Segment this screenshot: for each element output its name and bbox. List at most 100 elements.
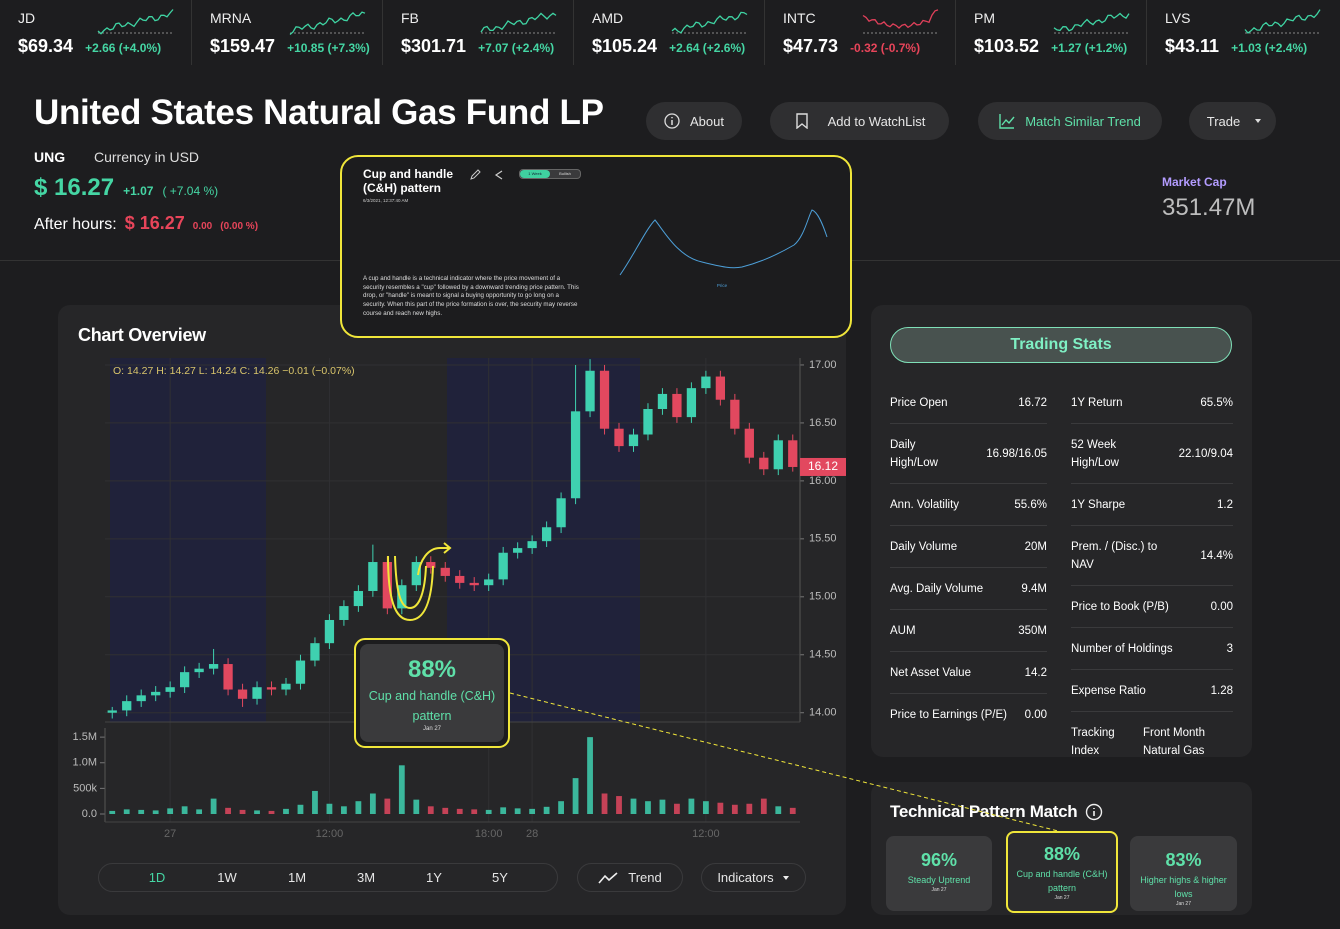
popup-toggle[interactable]: 1 Week Bullish	[519, 169, 581, 179]
ticker-quote: $43.11 +1.03 (+2.4%)	[1165, 36, 1307, 57]
stat-label: Number of Holdings	[1071, 643, 1173, 655]
share-icon[interactable]	[494, 170, 503, 180]
candle-body	[585, 370, 595, 412]
stat-row: Tracking Index Front Month Natural Gas	[1071, 712, 1233, 757]
ticker-item[interactable]: AMD $105.24 +2.64 (+2.6%)	[573, 0, 764, 65]
after-hours-change: 0.00	[192, 221, 213, 232]
stat-value: 22.10/9.04	[1178, 448, 1233, 460]
caret	[782, 875, 789, 880]
stats-column: 1Y Return 65.5% 52 Week High/Low 22.10/9.04…	[1071, 382, 1233, 757]
after-hours-price: $ 16.27	[124, 213, 185, 233]
info-icon[interactable]	[1085, 803, 1103, 821]
stat-value: 55.6%	[1014, 499, 1047, 511]
ticker-symbol: FB	[401, 10, 419, 26]
after-hours-label: After hours:	[34, 216, 117, 233]
action-button[interactable]: Trade	[1189, 102, 1276, 140]
symbol: UNG	[34, 149, 66, 165]
ticker-item[interactable]: FB $301.71 +7.07 (+2.4%)	[382, 0, 573, 65]
popup-title: Cup and handle (C&H) pattern	[363, 167, 453, 195]
action-button[interactable]: Add to WatchList	[770, 102, 949, 140]
sparkline-line	[97, 9, 174, 35]
ticker-quote: $159.47 +10.85 (+7.3%)	[210, 36, 370, 57]
pattern-pct: 88%	[1043, 844, 1081, 864]
toggle-option[interactable]: 1 Week	[520, 170, 550, 178]
stat-row: Net Asset Value 14.2	[890, 652, 1047, 694]
pattern-name: Cup and handle (C&H) pattern	[1016, 869, 1108, 893]
x-tick-label: 12:00	[692, 828, 720, 840]
volume-bar	[529, 808, 536, 814]
after-hours-row: After hours: $ 16.27 0.00 (0.00 %)	[34, 213, 258, 234]
volume-bar	[167, 808, 174, 814]
pattern-card[interactable]: 83% Higher highs & higher lows Jan 27	[1130, 836, 1237, 911]
y-tick-label: 17.00	[809, 359, 837, 371]
popup-description: A cup and handle is a technical indicato…	[363, 275, 579, 317]
stat-value: 9.4M	[1021, 583, 1047, 595]
action-button[interactable]: Match Similar Trend	[978, 102, 1162, 140]
chart-title: Chart Overview	[78, 325, 206, 345]
range-button[interactable]: 1D	[148, 870, 166, 885]
candle-body	[310, 643, 320, 661]
range-button[interactable]: 1Y	[426, 870, 442, 885]
trading-stats-title[interactable]: Trading Stats	[890, 327, 1232, 363]
volume-bar	[369, 793, 376, 814]
ticker-price: $105.24	[592, 36, 658, 56]
edit-icon[interactable]	[470, 169, 481, 180]
ticker-price: $43.11	[1165, 36, 1220, 56]
volume-bar	[413, 799, 420, 814]
sparkline-line	[1244, 9, 1321, 34]
y-tick-label: 15.50	[809, 533, 837, 545]
candle-body	[657, 393, 668, 410]
pattern-card[interactable]: 96% Steady Uptrend Jan 27	[886, 836, 992, 911]
range-button[interactable]: 3M	[356, 870, 376, 885]
sparkline-line	[671, 11, 748, 34]
volume-tick-label: 500k	[73, 782, 97, 794]
candle-body	[498, 552, 508, 580]
trend-button[interactable]: Trend	[577, 863, 683, 892]
price-row: $ 16.27 +1.07 ( +7.04 %)	[34, 174, 218, 202]
candle-body	[107, 710, 117, 713]
ticker-item[interactable]: JD $69.34 +2.66 (+4.0%)	[0, 0, 191, 65]
button-label: About	[690, 113, 724, 129]
stats-column: Price Open 16.72 Daily High/Low 16.98/16.05…	[890, 382, 1047, 735]
stat-value: Front Month Natural Gas	[1143, 727, 1205, 757]
pattern-popup: Cup and handle (C&H) pattern 1 Week Bull…	[340, 155, 852, 338]
candle-body	[252, 687, 262, 699]
ticker-item[interactable]: PM $103.52 +1.27 (+1.2%)	[955, 0, 1146, 65]
annotation-card[interactable]: 88% Cup and handle (C&H) pattern Jan 27	[354, 638, 510, 748]
button-label: Add to WatchList	[827, 113, 926, 129]
candle-body	[397, 585, 407, 609]
ticker-price: $47.73	[783, 36, 839, 56]
trend-icon	[598, 871, 618, 884]
volume-bar	[456, 808, 463, 814]
volume-tick-label: 1.0M	[73, 757, 97, 769]
range-button[interactable]: 5Y	[492, 870, 508, 885]
popup-icons[interactable]	[468, 169, 508, 181]
pattern-pct: 83%	[1165, 850, 1202, 870]
candle-body	[759, 457, 769, 470]
toggle-option[interactable]: Bullish	[559, 171, 571, 176]
candle-body	[426, 562, 436, 568]
volume-bar	[775, 806, 782, 814]
volume-bar	[109, 810, 116, 814]
sparkline	[1053, 12, 1130, 34]
ticker-item[interactable]: INTC $47.73 -0.32 (-0.7%)	[764, 0, 955, 65]
ticker-change: +10.85 (+7.3%)	[287, 41, 370, 55]
after-hours-pct: (0.00 %)	[220, 221, 259, 232]
stat-row: 1Y Sharpe 1.2	[1071, 484, 1233, 526]
range-button[interactable]: 1W	[217, 870, 237, 885]
button-icon	[999, 114, 1015, 129]
y-tick-label: 15.00	[809, 591, 837, 603]
pattern-name: Steady Uptrend	[907, 875, 971, 885]
indicators-button[interactable]: Indicators	[701, 863, 806, 892]
stat-label: Avg. Daily Volume	[890, 583, 984, 595]
stat-value: 16.72	[1018, 397, 1047, 409]
volume-bar	[268, 810, 275, 814]
ticker-item[interactable]: LVS $43.11 +1.03 (+2.4%)	[1146, 0, 1337, 65]
range-button[interactable]: 1M	[287, 870, 307, 885]
ticker-bar: JD $69.34 +2.66 (+4.0%) MRNA $159.47 +10.85 (…	[0, 0, 1340, 66]
pattern-card[interactable]: 88% Cup and handle (C&H) pattern Jan 27	[1006, 831, 1118, 913]
stat-row: Price Open 16.72	[890, 382, 1047, 424]
action-button[interactable]: About	[646, 102, 742, 140]
ticker-item[interactable]: MRNA $159.47 +10.85 (+7.3%)	[191, 0, 382, 65]
volume-bar	[746, 803, 753, 814]
